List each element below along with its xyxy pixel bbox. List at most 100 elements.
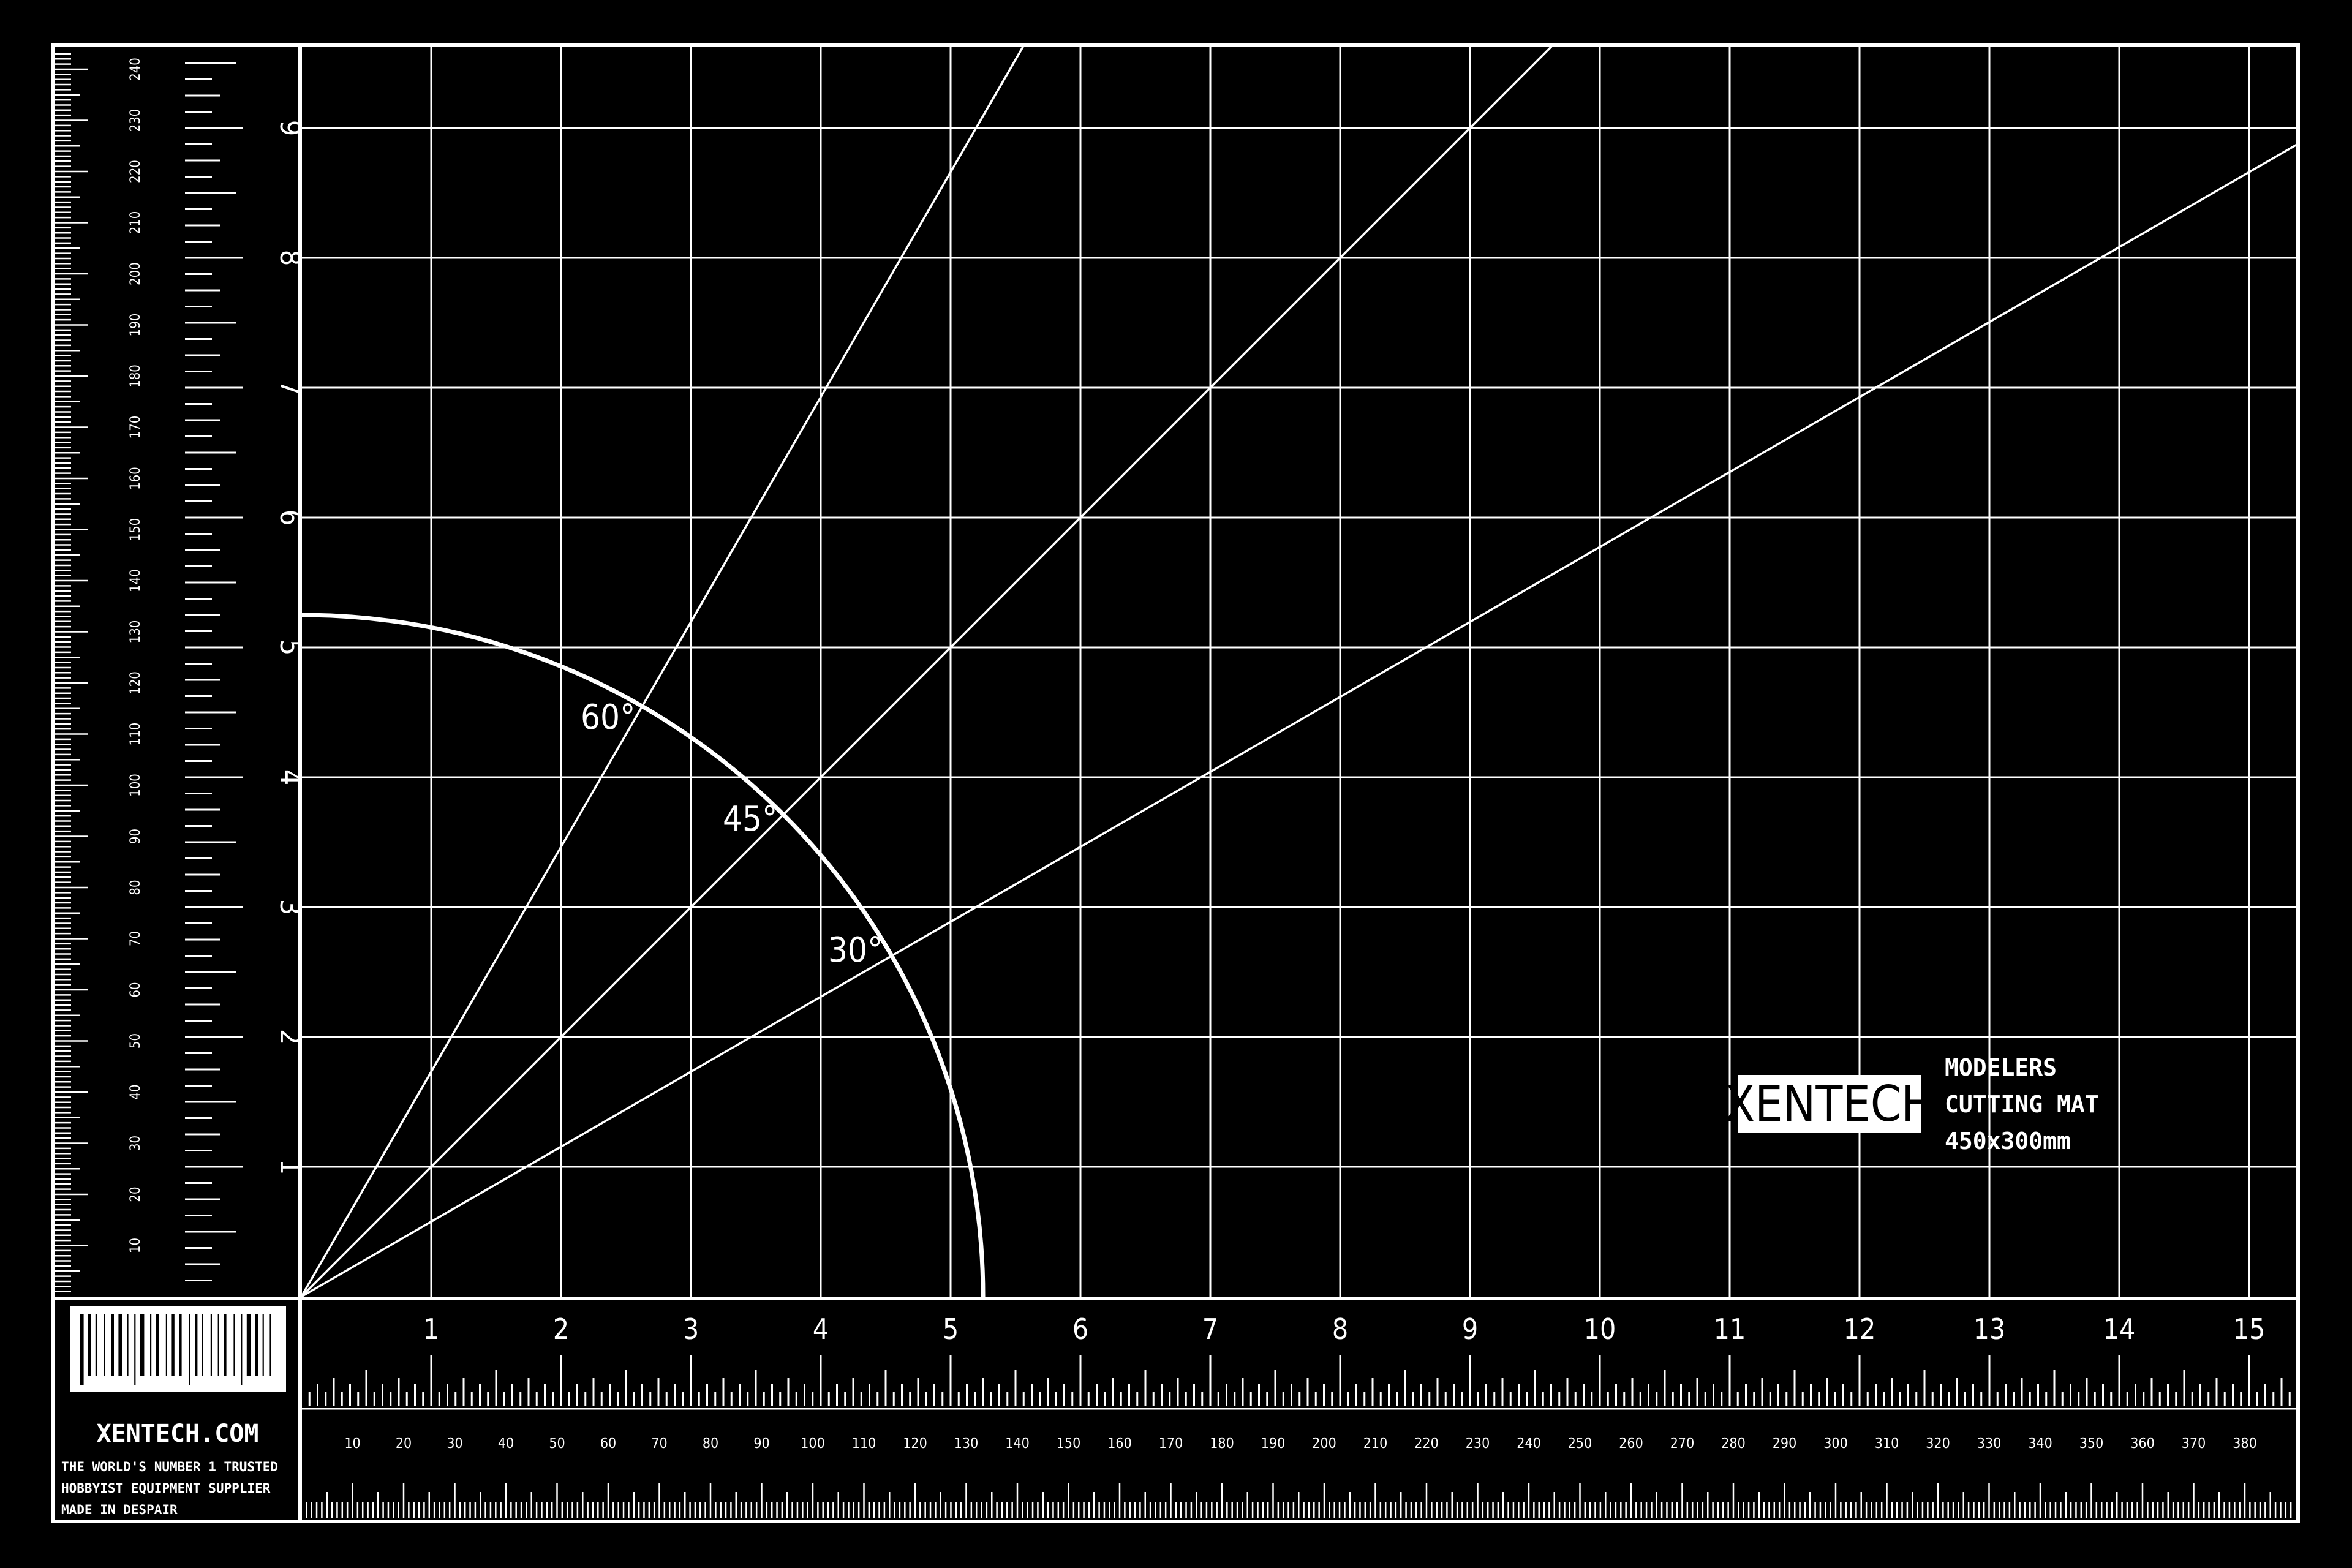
barcode-bar (189, 1314, 190, 1385)
barcode-box (70, 1306, 286, 1392)
barcode-bar (118, 1314, 123, 1376)
barcode-bar (140, 1314, 145, 1376)
mm-label-vertical: 180 (128, 364, 143, 388)
barcode-bar (202, 1314, 203, 1376)
angle-guide-line-45 (300, 45, 1553, 1298)
mm-label-vertical: 120 (128, 671, 143, 695)
tagline-line-2: HOBBYIST EQUIPMENT SUPPLIER (61, 1481, 271, 1496)
mm-label-vertical: 150 (128, 518, 143, 541)
barcode-bar (111, 1314, 114, 1376)
mm-label: 210 (1363, 1436, 1388, 1452)
inch-label: 12 (1844, 1313, 1876, 1346)
product-label: XENTECH MODELERS CUTTING MAT 450x300mm (1725, 1054, 2099, 1155)
barcode-bar (104, 1314, 105, 1376)
mat-frame (51, 43, 2300, 1523)
mm-label: 360 (2130, 1436, 2155, 1452)
mm-label: 10 (344, 1436, 360, 1452)
barcode-bar (150, 1314, 152, 1376)
mm-label: 140 (1005, 1436, 1030, 1452)
barcode-bar (210, 1314, 212, 1376)
barcode-bar (241, 1314, 243, 1385)
mm-label: 380 (2233, 1436, 2257, 1452)
inch-label: 13 (1973, 1313, 2006, 1346)
mm-label: 60 (600, 1436, 616, 1452)
mm-label-vertical: 220 (128, 160, 143, 183)
mm-label-vertical: 140 (128, 569, 143, 592)
mm-label: 50 (549, 1436, 565, 1452)
angle-label-45: 45° (723, 799, 777, 839)
angle-label-60: 60° (581, 698, 635, 737)
mm-label: 20 (396, 1436, 412, 1452)
mm-label: 160 (1107, 1436, 1132, 1452)
inch-label: 15 (2233, 1313, 2266, 1346)
protractor-arc (301, 612, 986, 1297)
mm-label: 30 (447, 1436, 462, 1452)
cutting-grid (301, 47, 2297, 1297)
inch-label: 9 (1462, 1313, 1478, 1346)
inch-label: 3 (683, 1313, 699, 1346)
vertical-ruler: 10 20 30 40 50 60 70 80 90 100 110 120 130 140 150 160 1… (55, 53, 307, 1292)
inch-label: 7 (1202, 1313, 1218, 1346)
mm-label-vertical: 40 (128, 1084, 143, 1099)
mm-label-vertical: 230 (128, 109, 143, 132)
product-size: 450x300mm (1945, 1128, 2071, 1155)
mm-label: 340 (2028, 1436, 2052, 1452)
barcode-bar (165, 1314, 167, 1376)
inch-label: 6 (1072, 1313, 1088, 1346)
inch-label: 14 (2103, 1313, 2136, 1346)
angle-label-30: 30° (828, 930, 883, 970)
barcode-bar (179, 1314, 182, 1376)
tagline-line-3: MADE IN DESPAIR (61, 1502, 178, 1517)
angle-guides (300, 45, 2297, 1298)
mm-label: 190 (1261, 1436, 1286, 1452)
mm-label: 260 (1619, 1436, 1643, 1452)
inch-label: 10 (1584, 1313, 1616, 1346)
mm-label-vertical: 160 (128, 467, 143, 490)
mm-label: 110 (852, 1436, 876, 1452)
mm-label: 310 (1875, 1436, 1899, 1452)
mm-label-vertical: 190 (128, 314, 143, 337)
inch-label: 8 (1332, 1313, 1348, 1346)
mm-label-vertical: 170 (128, 416, 143, 439)
mm-label: 150 (1057, 1436, 1081, 1452)
mm-label-vertical: 50 (128, 1033, 143, 1049)
mm-label: 130 (954, 1436, 979, 1452)
barcode-bar (172, 1314, 175, 1376)
mm-label: 120 (903, 1436, 927, 1452)
barcode-bar (95, 1314, 97, 1376)
angle-guide-line-30 (301, 143, 2297, 1298)
mm-label: 320 (1926, 1436, 1950, 1452)
mm-label: 350 (2079, 1436, 2104, 1452)
barcode-bar (224, 1314, 227, 1376)
barcode-bar (246, 1314, 251, 1376)
mm-label-vertical: 70 (128, 931, 143, 946)
mm-label-vertical: 30 (128, 1136, 143, 1151)
mm-label: 70 (651, 1436, 667, 1452)
barcode-bar (233, 1314, 235, 1376)
mm-label: 290 (1773, 1436, 1797, 1452)
outer-border (51, 43, 2300, 1523)
branding-corner: XENTECH.COM THE WORLD'S NUMBER 1 TRUSTED… (61, 1306, 286, 1517)
mm-label: 90 (753, 1436, 769, 1452)
mm-label: 180 (1210, 1436, 1234, 1452)
mm-label-vertical: 100 (128, 774, 143, 797)
mm-label: 220 (1414, 1436, 1439, 1452)
mm-label: 100 (801, 1436, 825, 1452)
inch-label: 11 (1714, 1313, 1746, 1346)
product-title-line1: MODELERS (1945, 1054, 2057, 1081)
mm-label-vertical: 130 (128, 620, 143, 644)
mm-label: 250 (1568, 1436, 1593, 1452)
barcode-bar (270, 1314, 271, 1376)
mm-label-vertical: 20 (128, 1186, 143, 1202)
barcode-bar (156, 1314, 159, 1376)
barcode-bar (127, 1314, 129, 1376)
inch-label: 1 (423, 1313, 439, 1346)
mm-label-vertical: 60 (128, 982, 143, 997)
mm-label-vertical: 90 (128, 829, 143, 844)
barcode-bar (134, 1314, 136, 1385)
barcode-bar (217, 1314, 219, 1376)
mm-label-vertical: 110 (128, 723, 143, 746)
barcode-bar (195, 1314, 198, 1376)
